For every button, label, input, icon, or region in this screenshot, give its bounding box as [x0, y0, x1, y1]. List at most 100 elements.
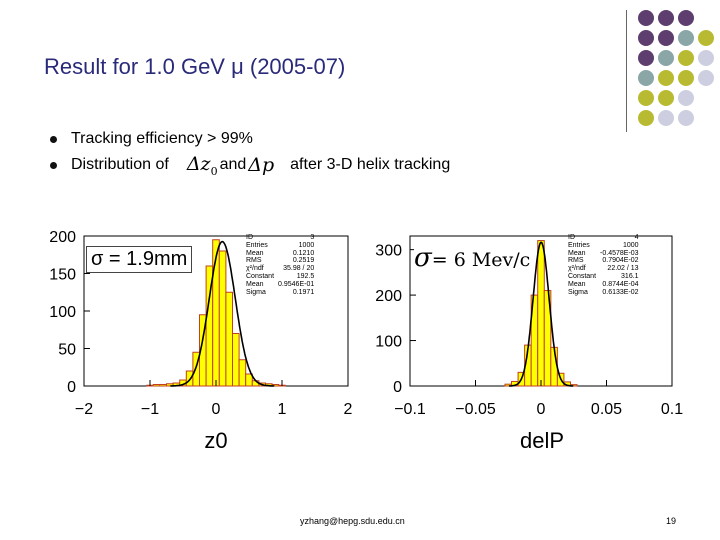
stat-value: 0.9546E-01: [278, 280, 315, 288]
x-tick-label: −2: [75, 401, 93, 418]
stat-key: Constant: [246, 272, 275, 280]
y-tick-label: 200: [375, 288, 402, 305]
delta-p-symbol: Δp: [248, 154, 275, 176]
stat-value: -0.4578E-03: [600, 249, 639, 257]
bullet-item: Distribution of Δz0 and Δp after 3-D hel…: [50, 152, 450, 178]
histogram-bar: [185, 370, 194, 387]
histogram-bar: [238, 359, 247, 387]
bullet-text: Tracking efficiency > 99%: [71, 130, 253, 147]
decorative-dot: [678, 10, 694, 26]
histogram-bar: [225, 291, 233, 387]
decorative-dot: [678, 70, 694, 86]
histogram-z0: 0 50 100 150 200 −2 −1 0 1 2 z0: [49, 229, 353, 453]
x-tick-label: −0.1: [394, 401, 426, 418]
histogram-bar: [245, 373, 253, 387]
x-tick-label: 0.05: [591, 401, 622, 418]
y-tick-label: 0: [393, 379, 402, 396]
stat-key: χ²/ndf: [568, 265, 586, 273]
y-tick-label: 100: [49, 304, 76, 321]
x-tick-label: 0: [537, 401, 546, 418]
slide-title: Result for 1.0 GeV μ (2005-07): [44, 54, 346, 79]
decorative-dot: [678, 50, 694, 66]
stat-value: 3: [310, 234, 315, 241]
x-tick-label: 0.1: [661, 401, 683, 418]
stat-value: 0.1210: [292, 249, 315, 257]
stat-value: 316.1: [621, 272, 639, 280]
y-tick-label: 300: [375, 243, 402, 260]
stat-key: Mean: [246, 249, 264, 257]
decorative-dot: [638, 30, 654, 46]
stat-value: 22.02 / 13: [607, 265, 639, 273]
decorative-dot: [638, 90, 654, 106]
decorative-dot: [698, 50, 714, 66]
bullet-dot-icon: [50, 135, 57, 143]
histogram-bar: [159, 384, 167, 387]
decorative-dot: [638, 50, 654, 66]
stat-key: RMS: [246, 257, 262, 265]
fit-curve: [170, 240, 275, 387]
bullet-list: Tracking efficiency > 99% Distribution o…: [50, 126, 450, 178]
decorative-dot: [678, 90, 694, 106]
stat-key: Mean: [246, 280, 264, 288]
histogram-bar: [152, 384, 161, 387]
stat-key: Entries: [246, 241, 268, 249]
stats-box-z0: ID 3 Entries 1000 Mean 0.1210 RMS 0.2519 χ²/ndf 3…: [244, 234, 316, 296]
decorative-dot: [638, 70, 654, 86]
stat-key: RMS: [568, 257, 584, 265]
stat-value: 35.98 / 20: [283, 265, 315, 273]
y-tick-label: 0: [67, 379, 76, 396]
y-tick-label: 50: [58, 342, 76, 359]
decorative-vertical-line: [626, 10, 627, 132]
bullet-item: Tracking efficiency > 99%: [50, 126, 450, 152]
x-tick-label: 1: [278, 401, 287, 418]
bullet-text: after 3-D helix tracking: [290, 156, 451, 173]
x-axis-title: z0: [204, 428, 227, 453]
bullet-text: Distribution of: [71, 156, 169, 173]
x-tick-label: 0: [212, 401, 221, 418]
decorative-dot-grid: [638, 10, 714, 126]
decorative-dot: [698, 30, 714, 46]
stat-value: 0.6133E-02: [602, 288, 639, 296]
decorative-dot: [638, 10, 654, 26]
stat-key: Entries: [568, 241, 590, 249]
fit-curve: [508, 241, 574, 387]
delta-z0-symbol: Δz0: [186, 152, 218, 178]
stat-value: 0.7904E-02: [602, 257, 639, 265]
decorative-dot: [658, 70, 674, 86]
stat-key: χ²/ndf: [246, 265, 264, 273]
x-tick-label: −0.05: [455, 401, 496, 418]
stat-key: Mean: [568, 249, 586, 257]
page-number: 19: [666, 516, 677, 526]
y-tick-label: 150: [49, 267, 76, 284]
sigma-label-z0: σ = 1.9mm: [86, 246, 193, 273]
stat-key: Mean: [568, 280, 586, 288]
x-tick-label: −1: [141, 401, 159, 418]
histogram-bar: [543, 290, 552, 387]
decorative-dot: [678, 110, 694, 126]
y-tick-label: 100: [375, 334, 402, 351]
decorative-dot: [658, 90, 674, 106]
stat-key: Sigma: [246, 288, 266, 296]
stat-value: 4: [634, 234, 639, 241]
decorative-dot: [658, 30, 674, 46]
stat-key: Constant: [568, 272, 597, 280]
bullet-dot-icon: [50, 161, 57, 169]
decorative-dot: [658, 110, 674, 126]
x-tick-label: 2: [344, 401, 353, 418]
footer-email: yzhang@hepg.sdu.edu.cn: [300, 516, 405, 526]
decorative-dot: [678, 30, 694, 46]
y-tick-label: 200: [49, 229, 76, 246]
stat-key: ID: [568, 234, 575, 241]
stat-value: 0.2519: [292, 257, 315, 265]
stat-key: Sigma: [568, 288, 588, 296]
bullet-text: and: [219, 156, 247, 173]
decorative-dot: [638, 110, 654, 126]
stat-key: ID: [246, 234, 253, 241]
histogram-bar: [537, 240, 545, 387]
stat-value: 1000: [298, 241, 315, 249]
histogram-bar: [232, 333, 240, 387]
decorative-dot: [658, 50, 674, 66]
decorative-dot: [698, 70, 714, 86]
decorative-dot: [658, 10, 674, 26]
stat-value: 192.5: [296, 272, 315, 280]
